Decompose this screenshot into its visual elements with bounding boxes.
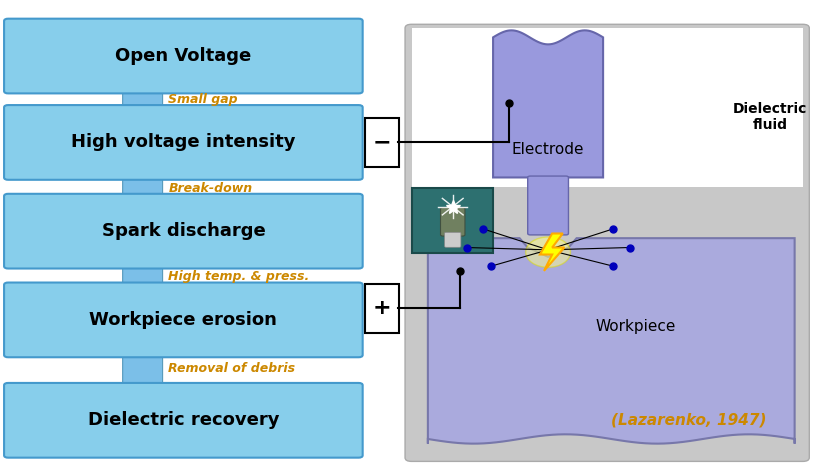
Text: Dielectric
fluid: Dielectric fluid xyxy=(733,102,808,132)
FancyBboxPatch shape xyxy=(4,283,363,357)
FancyBboxPatch shape xyxy=(4,105,363,180)
Text: Workpiece: Workpiece xyxy=(596,319,676,334)
Text: Removal of debris: Removal of debris xyxy=(169,362,295,375)
FancyBboxPatch shape xyxy=(122,167,162,209)
FancyBboxPatch shape xyxy=(122,78,162,120)
Text: (Lazarenko, 1947): (Lazarenko, 1947) xyxy=(611,413,766,428)
Polygon shape xyxy=(493,30,603,177)
Text: Spark discharge: Spark discharge xyxy=(102,222,265,240)
FancyBboxPatch shape xyxy=(365,284,399,333)
FancyBboxPatch shape xyxy=(4,194,363,269)
Ellipse shape xyxy=(526,237,570,267)
FancyBboxPatch shape xyxy=(4,19,363,93)
Text: −: − xyxy=(373,133,391,152)
FancyBboxPatch shape xyxy=(412,188,493,253)
FancyBboxPatch shape xyxy=(122,256,162,298)
Text: High voltage intensity: High voltage intensity xyxy=(71,134,296,151)
FancyBboxPatch shape xyxy=(365,118,399,167)
FancyBboxPatch shape xyxy=(122,347,162,390)
FancyBboxPatch shape xyxy=(412,28,803,187)
Text: Electrode: Electrode xyxy=(512,142,584,157)
Text: Small gap: Small gap xyxy=(169,93,238,106)
FancyBboxPatch shape xyxy=(440,207,465,236)
Polygon shape xyxy=(428,238,795,444)
FancyBboxPatch shape xyxy=(445,232,461,247)
Text: +: + xyxy=(373,298,391,318)
Text: Open Voltage: Open Voltage xyxy=(115,47,252,65)
Text: Break-down: Break-down xyxy=(169,182,253,195)
Text: Dielectric recovery: Dielectric recovery xyxy=(88,411,279,429)
FancyBboxPatch shape xyxy=(528,176,569,235)
FancyBboxPatch shape xyxy=(4,383,363,458)
Text: High temp. & press.: High temp. & press. xyxy=(169,270,310,283)
Polygon shape xyxy=(540,234,565,271)
Text: Workpiece erosion: Workpiece erosion xyxy=(90,311,277,329)
FancyBboxPatch shape xyxy=(405,24,809,461)
